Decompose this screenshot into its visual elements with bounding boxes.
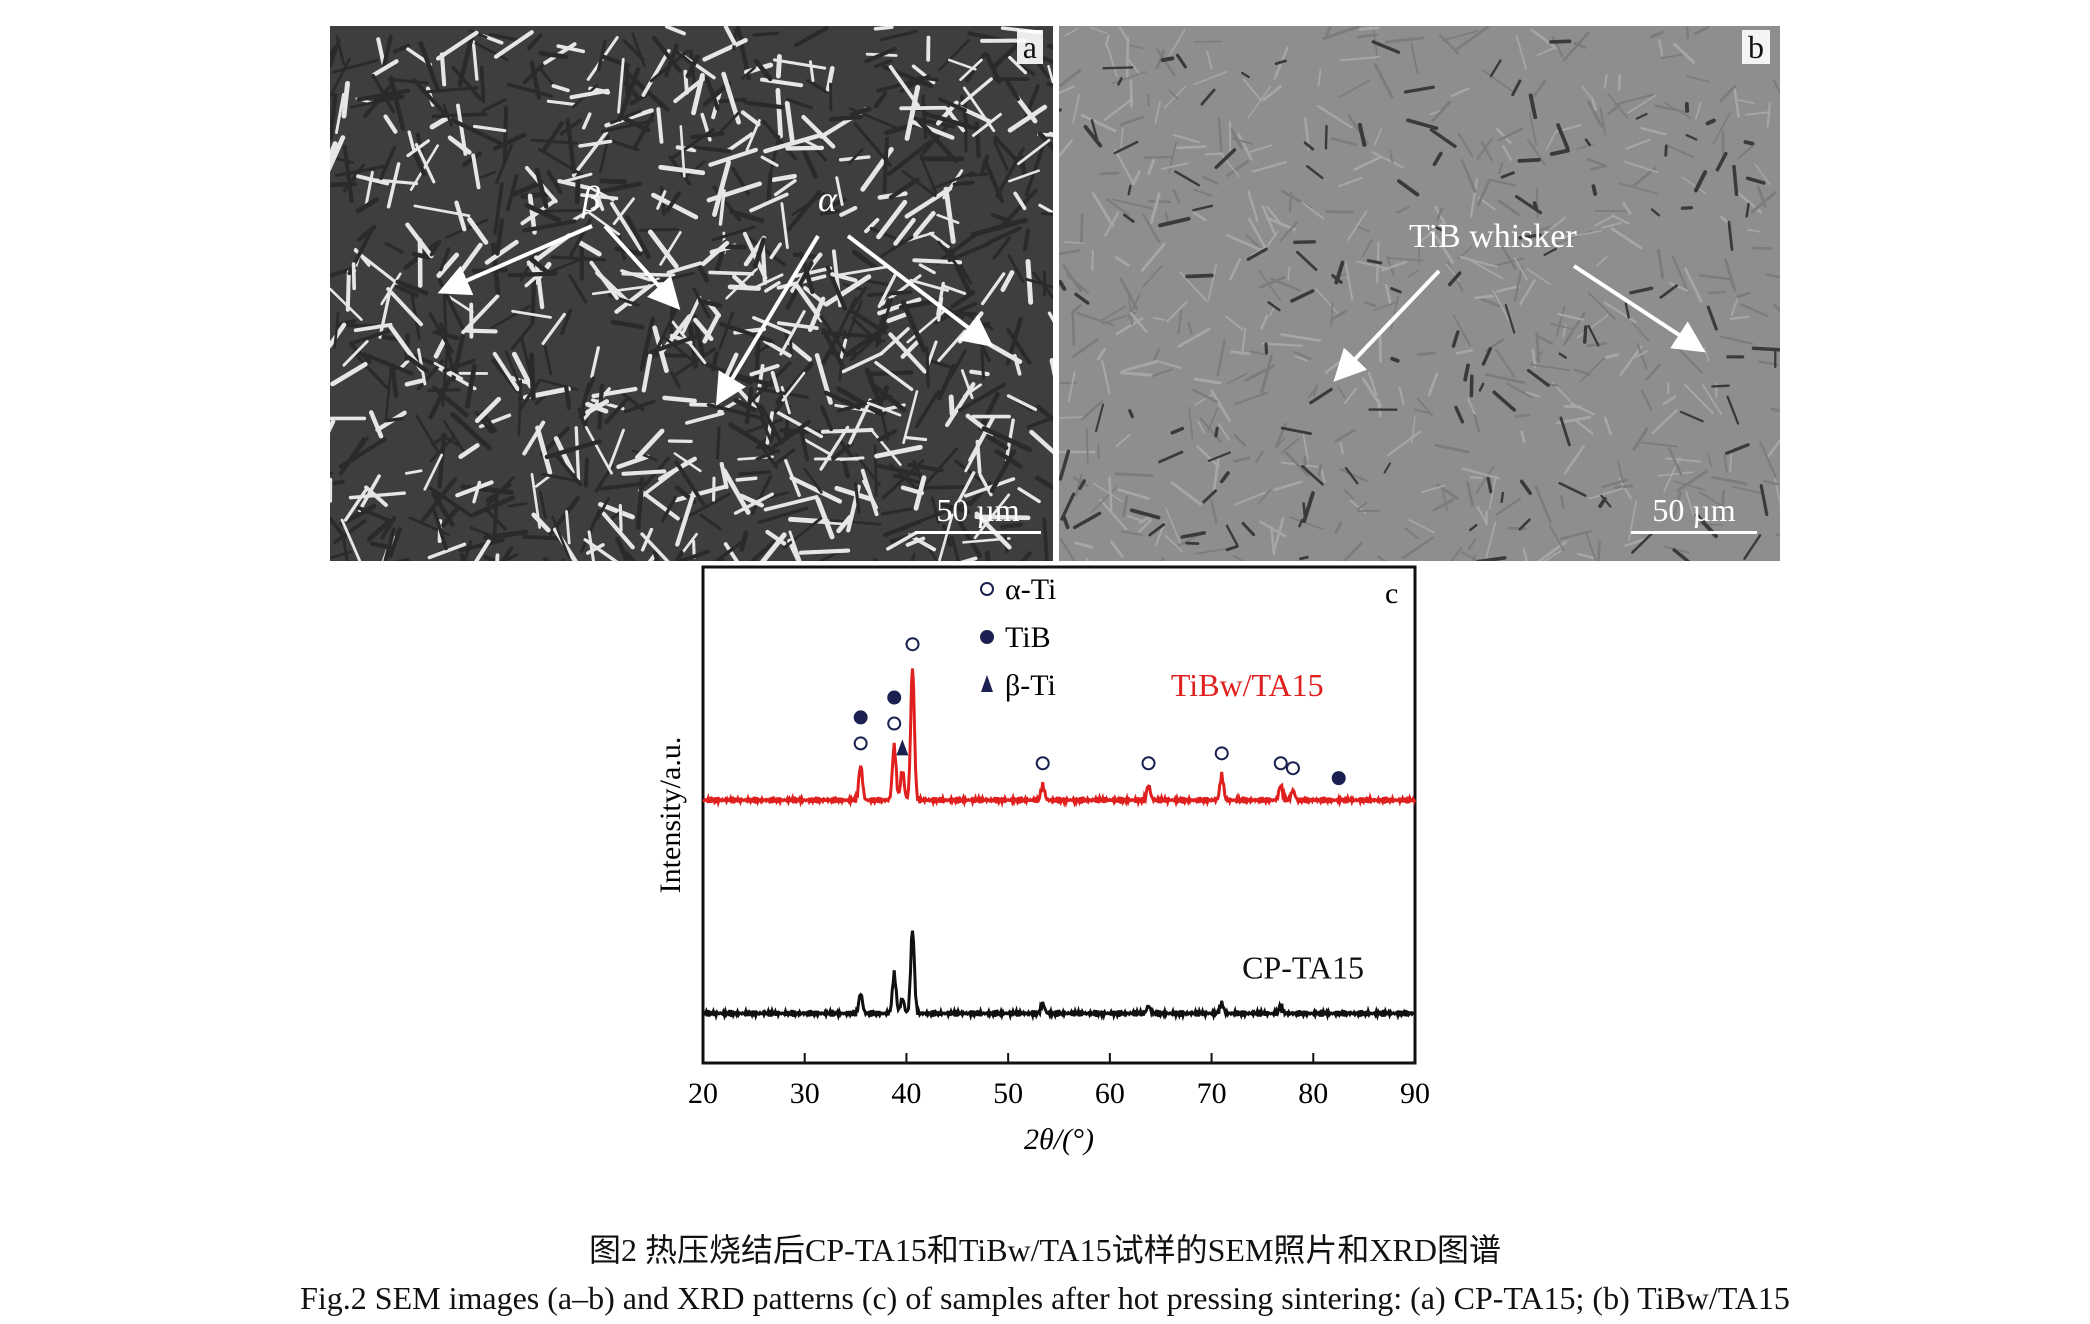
scale-bar-label-b: 50 µm <box>1652 492 1736 528</box>
arrow-whisker-1 <box>1333 269 1441 382</box>
legend-marker-tib <box>980 630 994 644</box>
legend-marker-beta-ti <box>981 675 993 692</box>
xrd-chart: c 20 30 40 50 60 70 80 90 2θ/(°) Intensity/a.u.… <box>654 565 1430 1156</box>
sem-image-cp-ta15: a β α 50 µm <box>330 26 1053 561</box>
alpha-ti-marker <box>1285 761 1300 776</box>
annotation-arrows-a <box>437 224 994 406</box>
plot-frame <box>701 565 1417 1065</box>
x-tick-label: 30 <box>790 1077 820 1110</box>
scale-bar-b: 50 µm <box>1631 492 1757 534</box>
legend-label: α-Ti <box>1005 573 1056 606</box>
series-labels: TiBw/TA15 CP-TA15 <box>1171 667 1364 986</box>
tib-whisker-annotation: TiB whisker <box>1409 218 1577 255</box>
panel-label-a: a <box>1016 30 1043 64</box>
panel-label-c: c <box>1385 577 1398 610</box>
scale-bar-a: 50 µm <box>915 492 1041 534</box>
series-label-cp-ta15: CP-TA15 <box>1242 950 1364 986</box>
series-line-1 <box>701 930 1417 1022</box>
alpha-ti-marker <box>1214 746 1229 761</box>
x-tick-label: 50 <box>993 1077 1023 1110</box>
phase-markers <box>853 637 1346 786</box>
sem-microstructure-texture <box>330 26 1053 561</box>
alpha-ti-marker <box>905 637 920 652</box>
x-axis-label: 2θ/(°) <box>1024 1123 1094 1156</box>
sem-microstructure-texture <box>1059 26 1780 561</box>
alpha-ti-marker <box>853 736 868 751</box>
alpha-annotation: α <box>818 179 837 219</box>
x-tick-label: 80 <box>1298 1077 1328 1110</box>
alpha-ti-marker <box>1273 756 1288 771</box>
scale-bar-line-a <box>915 531 1041 534</box>
series-line-0 <box>702 668 1417 809</box>
figure-caption-english: Fig.2 SEM images (a–b) and XRD patterns … <box>300 1280 1790 1316</box>
legend: α-Ti TiB β-Ti <box>980 573 1056 702</box>
figure-caption-chinese: 图2 热压烧结后CP-TA15和TiBw/TA15试样的SEM照片和XRD图谱 <box>588 1232 1501 1268</box>
panel-label-b: b <box>1742 30 1770 64</box>
annotation-arrows-b <box>1333 264 1706 382</box>
sem-image-tibw-ta15: b TiB whisker 50 µm <box>1059 26 1780 561</box>
legend-label: TiB <box>1005 621 1051 654</box>
x-tick-label: 20 <box>688 1077 718 1110</box>
alpha-ti-marker <box>1035 756 1050 771</box>
alpha-ti-marker <box>1141 756 1156 771</box>
x-tick-label: 70 <box>1197 1077 1227 1110</box>
alpha-ti-marker <box>887 716 902 731</box>
x-axis-ticks: 20 30 40 50 60 70 80 90 <box>688 1053 1430 1110</box>
arrow-beta-1 <box>437 224 593 296</box>
tib-marker <box>1331 771 1346 786</box>
y-axis-label: Intensity/a.u. <box>654 737 687 894</box>
arrow-beta-2 <box>603 224 681 310</box>
scale-bar-line-b <box>1631 531 1757 534</box>
tib-marker <box>887 690 902 705</box>
series-label-tibw-ta15: TiBw/TA15 <box>1171 667 1324 703</box>
legend-marker-alpha-ti <box>980 582 994 596</box>
tib-marker <box>853 710 868 725</box>
x-tick-label: 90 <box>1400 1077 1430 1110</box>
arrow-alpha-2 <box>846 234 994 347</box>
scale-bar-label-a: 50 µm <box>936 492 1020 528</box>
xrd-series <box>701 668 1417 1022</box>
arrow-whisker-2 <box>1572 264 1706 353</box>
x-tick-label: 40 <box>891 1077 921 1110</box>
beta-ti-marker <box>896 739 909 756</box>
beta-annotation: β <box>582 179 600 219</box>
arrow-alpha-1 <box>715 234 820 406</box>
legend-label: β-Ti <box>1005 669 1056 702</box>
x-tick-label: 60 <box>1095 1077 1125 1110</box>
